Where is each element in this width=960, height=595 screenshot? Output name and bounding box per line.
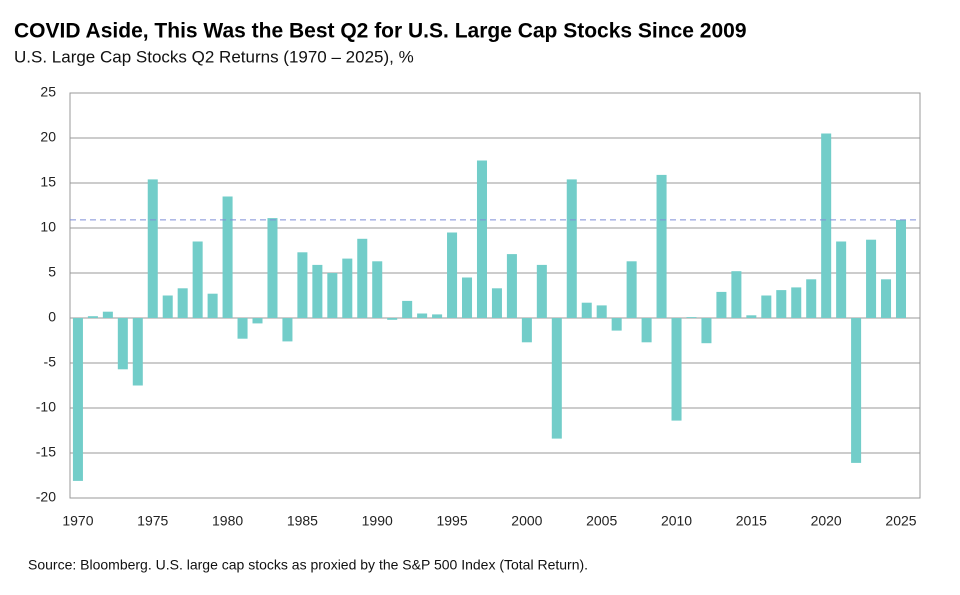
y-tick-label: 0: [48, 309, 56, 325]
bar: [402, 300, 413, 318]
bar: [432, 314, 443, 318]
bar: [806, 279, 817, 318]
bar: [387, 318, 398, 320]
bar: [267, 218, 278, 318]
bar: [342, 258, 353, 318]
bar: [72, 318, 83, 481]
bar: [731, 271, 742, 318]
bar: [866, 239, 877, 318]
bar: [895, 219, 907, 318]
bar: [581, 302, 592, 318]
bar: [162, 295, 173, 318]
chart-title: COVID Aside, This Was the Best Q2 for U.…: [14, 20, 747, 43]
bar: [357, 238, 368, 318]
y-tick-label: 10: [40, 219, 56, 235]
bar: [686, 317, 697, 318]
bar: [836, 241, 847, 318]
bar: [282, 318, 293, 342]
bar: [207, 293, 218, 318]
bar: [851, 318, 862, 463]
y-tick-label: 15: [40, 174, 56, 190]
bar: [776, 290, 787, 318]
y-tick-label: 5: [48, 264, 56, 280]
bar: [536, 264, 547, 318]
bar: [447, 232, 458, 318]
x-tick-label: 2005: [586, 513, 617, 529]
bar: [791, 287, 802, 318]
y-tick-label: -10: [36, 399, 56, 415]
x-tick-label: 2000: [511, 513, 542, 529]
x-tick-label: 1975: [137, 513, 168, 529]
bar: [611, 318, 622, 331]
bar: [462, 277, 473, 318]
bar: [656, 174, 667, 318]
bar: [491, 288, 502, 318]
x-tick-label: 1970: [62, 513, 93, 529]
bar: [476, 160, 487, 318]
y-tick-label: -20: [36, 489, 56, 505]
chart-subtitle: U.S. Large Cap Stocks Q2 Returns (1970 –…: [14, 47, 414, 66]
bar: [821, 133, 832, 318]
bar: [566, 179, 577, 318]
bar: [596, 305, 607, 318]
bar: [237, 318, 248, 339]
x-tick-label: 1990: [362, 513, 393, 529]
bar: [222, 196, 233, 318]
x-tick-label: 2020: [811, 513, 842, 529]
bar: [87, 316, 98, 318]
bar: [177, 288, 188, 318]
bar: [102, 311, 113, 318]
bar: [551, 318, 562, 439]
x-tick-label: 2010: [661, 513, 692, 529]
y-tick-label: 20: [40, 129, 56, 145]
bar: [252, 318, 263, 324]
bar: [192, 241, 203, 318]
bar: [626, 261, 637, 318]
bar: [701, 318, 712, 344]
bar: [746, 315, 757, 318]
bar: [372, 261, 383, 318]
bar: [881, 279, 892, 318]
x-tick-label: 1995: [436, 513, 467, 529]
bar: [147, 179, 158, 318]
bar: [417, 313, 428, 318]
x-tick-label: 2025: [885, 513, 916, 529]
source-note: Source: Bloomberg. U.S. large cap stocks…: [28, 557, 588, 573]
bar: [716, 291, 727, 318]
bar: [327, 273, 338, 318]
x-tick-label: 1980: [212, 513, 243, 529]
bar: [506, 254, 517, 318]
x-tick-label: 1985: [287, 513, 318, 529]
bar: [297, 252, 308, 318]
bar: [521, 318, 532, 343]
y-tick-label: -15: [36, 444, 56, 460]
y-tick-label: 25: [40, 84, 56, 100]
bar: [641, 318, 652, 343]
bar: [312, 264, 323, 318]
bar: [671, 318, 682, 421]
y-tick-label: -5: [44, 354, 57, 370]
bar: [117, 318, 128, 370]
bar: [761, 295, 772, 318]
x-tick-label: 2015: [736, 513, 767, 529]
bar: [132, 318, 143, 386]
